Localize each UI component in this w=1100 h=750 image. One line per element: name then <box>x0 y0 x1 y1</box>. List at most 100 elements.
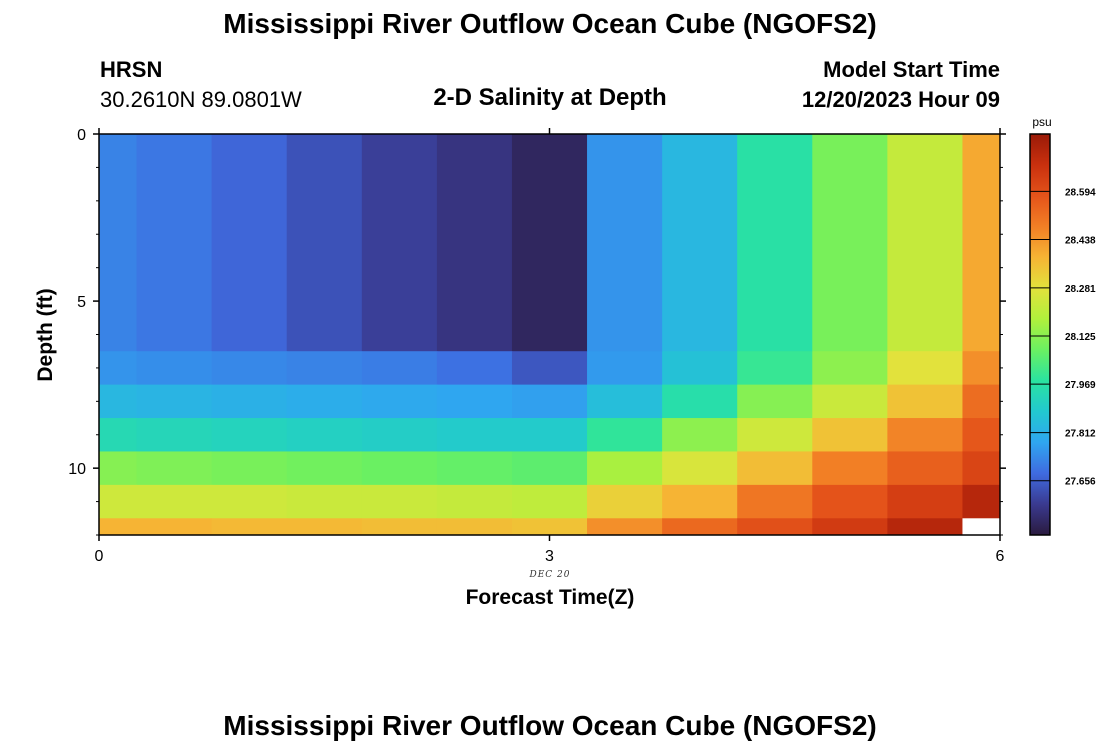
x-tick-label: 3 <box>545 548 554 565</box>
heatmap-cell <box>361 134 438 352</box>
heatmap-cell <box>587 484 663 519</box>
heatmap-cell <box>511 418 588 452</box>
heatmap-cell <box>962 451 1001 486</box>
heatmap-cell <box>887 518 963 536</box>
heatmap-cell <box>662 351 738 386</box>
heatmap-cell <box>99 451 138 486</box>
x-axis-title: Forecast Time(Z) <box>466 586 635 609</box>
heatmap-cell <box>99 484 138 519</box>
heatmap-cell <box>587 518 663 536</box>
heatmap-cell <box>812 484 888 519</box>
heatmap-cell <box>436 134 513 352</box>
x-tick-label: 6 <box>996 548 1005 565</box>
heatmap-cell <box>436 418 513 452</box>
heatmap-cell <box>361 351 438 386</box>
heatmap-cell <box>211 351 288 386</box>
heatmap-cell <box>812 134 888 352</box>
colorbar-tick-label: 28.438 <box>1065 235 1096 246</box>
page-title: Mississippi River Outflow Ocean Cube (NG… <box>223 8 877 39</box>
heatmap-cell <box>812 384 888 419</box>
heatmap-cell <box>361 484 438 519</box>
heatmap-cell <box>887 484 963 519</box>
heatmap-cell <box>211 451 288 486</box>
heatmap-cell <box>99 134 138 352</box>
heatmap-cell <box>286 418 363 452</box>
heatmap-cell <box>587 351 663 386</box>
heatmap-cell <box>136 518 213 536</box>
colorbar-tick-label: 28.594 <box>1065 187 1096 198</box>
date-label: DEC 20 <box>529 570 571 580</box>
heatmap-cell <box>99 518 138 536</box>
heatmap-cell <box>136 418 213 452</box>
colorbar-tick-label: 28.125 <box>1065 332 1096 343</box>
colorbar-tick-label: 27.812 <box>1065 429 1096 440</box>
heatmap-cell <box>737 418 813 452</box>
heatmap-cell <box>211 518 288 536</box>
heatmap-cells <box>99 134 1001 536</box>
heatmap-cell <box>361 451 438 486</box>
station-name: HRSN <box>100 57 163 82</box>
y-tick-label: 0 <box>77 127 86 144</box>
heatmap-cell <box>662 518 738 536</box>
heatmap-cell <box>737 351 813 386</box>
colorbar-unit: psu <box>1032 115 1051 129</box>
colorbar-tick-label: 28.281 <box>1065 284 1096 295</box>
heatmap-cell <box>737 451 813 486</box>
heatmap-cell <box>812 418 888 452</box>
heatmap-cell <box>511 451 588 486</box>
heatmap-cell <box>436 384 513 419</box>
heatmap-cell <box>962 418 1001 452</box>
station-coordinates: 30.2610N 89.0801W <box>100 87 302 112</box>
heatmap-cell <box>511 484 588 519</box>
heatmap-cell <box>99 351 138 386</box>
heatmap-cell <box>587 418 663 452</box>
heatmap-cell <box>887 418 963 452</box>
y-axis-title: Depth (ft) <box>34 288 57 381</box>
heatmap-cell <box>211 484 288 519</box>
colorbar-tick-label: 27.656 <box>1065 477 1096 488</box>
heatmap-cell <box>286 134 363 352</box>
heatmap-cell <box>511 134 588 352</box>
heatmap-cell <box>962 384 1001 419</box>
heatmap-cell <box>136 484 213 519</box>
heatmap-cell <box>136 451 213 486</box>
heatmap-cell <box>812 351 888 386</box>
heatmap-cell <box>737 384 813 419</box>
heatmap-cell <box>962 134 1001 352</box>
heatmap-cell <box>436 518 513 536</box>
colorbar-gradient <box>1029 133 1051 536</box>
model-start-value: 12/20/2023 Hour 09 <box>801 87 1000 112</box>
heatmap-cell <box>587 451 663 486</box>
heatmap-cell <box>587 134 663 352</box>
heatmap-cell <box>662 418 738 452</box>
heatmap-cell <box>887 384 963 419</box>
heatmap-cell <box>887 451 963 486</box>
y-tick-label: 5 <box>77 294 86 311</box>
heatmap-cell <box>211 384 288 419</box>
page-title-repeat: Mississippi River Outflow Ocean Cube (NG… <box>223 710 877 741</box>
colorbar-ticks: 27.656 27.812 27.969 28.125 28.281 28.438 28.5… <box>1030 187 1096 488</box>
heatmap-cell <box>136 134 213 352</box>
heatmap-cell <box>136 384 213 419</box>
heatmap-cell <box>511 384 588 419</box>
heatmap-cell <box>737 518 813 536</box>
colorbar-tick-label: 27.969 <box>1065 380 1096 391</box>
heatmap-cell <box>136 351 213 386</box>
y-tick-label: 10 <box>68 461 86 478</box>
heatmap-cell <box>737 484 813 519</box>
heatmap-cell <box>662 484 738 519</box>
colorbar: psu 27.656 27.812 27.969 28.125 28.281 28.438… <box>1029 115 1096 536</box>
heatmap-cell <box>662 384 738 419</box>
heatmap-cell <box>887 134 963 352</box>
heatmap-cell <box>286 351 363 386</box>
heatmap-cell <box>812 518 888 536</box>
heatmap-cell <box>361 384 438 419</box>
heatmap-cell <box>812 451 888 486</box>
heatmap-cell <box>361 518 438 536</box>
heatmap-cell <box>286 484 363 519</box>
heatmap-cell <box>436 484 513 519</box>
heatmap-cell <box>962 351 1001 386</box>
heatmap-cell <box>286 518 363 536</box>
heatmap-cell <box>662 134 738 352</box>
